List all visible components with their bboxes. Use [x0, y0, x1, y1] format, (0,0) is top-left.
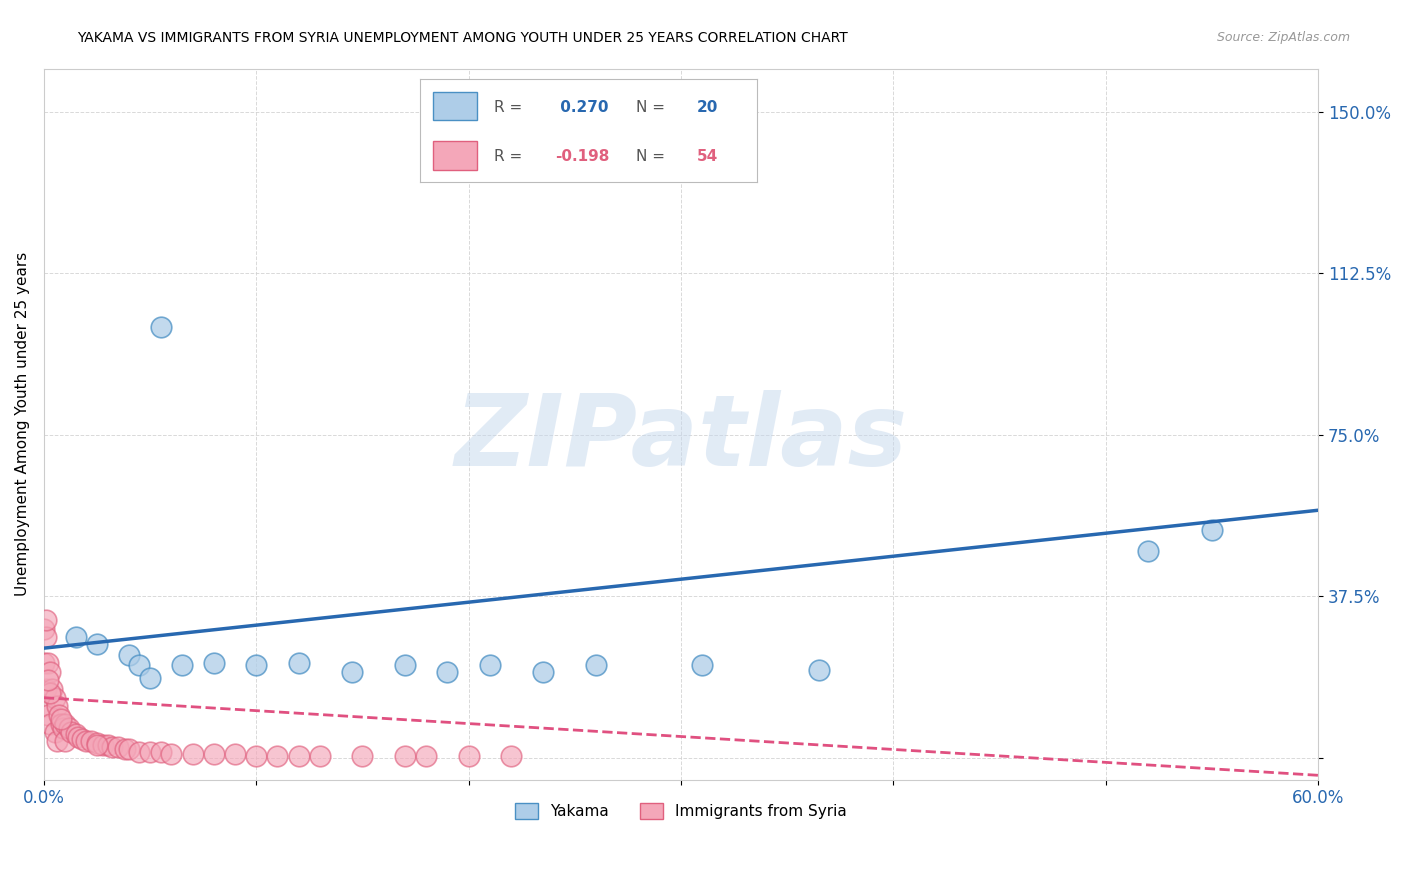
Point: [531, 665, 554, 679]
Point: [181, 747, 204, 761]
Point: [65, 727, 87, 741]
Point: [45, 734, 67, 748]
Point: [93, 738, 115, 752]
Point: [35, 613, 58, 627]
Point: [245, 748, 267, 763]
Point: [39, 665, 62, 679]
Point: [202, 747, 225, 761]
Point: [35, 631, 58, 645]
Point: [101, 740, 124, 755]
Point: [266, 748, 288, 763]
Point: [139, 745, 162, 759]
Point: [1201, 523, 1223, 537]
Point: [107, 740, 129, 755]
Point: [114, 742, 136, 756]
Point: [44, 725, 66, 739]
Point: [118, 742, 141, 756]
Text: Source: ZipAtlas.com: Source: ZipAtlas.com: [1216, 31, 1350, 45]
Text: YAKAMA VS IMMIGRANTS FROM SYRIA UNEMPLOYMENT AMONG YOUTH UNDER 25 YEARS CORRELAT: YAKAMA VS IMMIGRANTS FROM SYRIA UNEMPLOY…: [77, 31, 848, 45]
Point: [170, 658, 193, 673]
Point: [53, 734, 76, 748]
Point: [436, 665, 458, 679]
Point: [585, 658, 607, 673]
Point: [52, 721, 75, 735]
Point: [128, 745, 150, 759]
Point: [1137, 544, 1160, 558]
Point: [70, 731, 93, 746]
Point: [48, 708, 70, 723]
Point: [32, 657, 55, 671]
Point: [690, 658, 713, 673]
Point: [287, 748, 309, 763]
Point: [340, 665, 363, 679]
Point: [65, 631, 87, 645]
Point: [149, 320, 172, 334]
Point: [45, 699, 67, 714]
Point: [49, 712, 72, 726]
Point: [41, 682, 63, 697]
Point: [287, 657, 309, 671]
Point: [39, 716, 62, 731]
Point: [149, 745, 172, 759]
Point: [478, 658, 501, 673]
Point: [160, 747, 183, 761]
Point: [394, 748, 416, 763]
Point: [53, 716, 76, 731]
Point: [75, 734, 97, 748]
Point: [128, 658, 150, 673]
Point: [37, 657, 59, 671]
Point: [807, 663, 830, 677]
Point: [86, 738, 108, 752]
Y-axis label: Unemployment Among Youth under 25 years: Unemployment Among Youth under 25 years: [15, 252, 30, 596]
Point: [79, 734, 101, 748]
Point: [352, 748, 374, 763]
Point: [37, 708, 59, 723]
Point: [86, 637, 108, 651]
Point: [32, 699, 55, 714]
Point: [139, 671, 162, 685]
Point: [309, 748, 332, 763]
Point: [58, 721, 80, 735]
Point: [32, 622, 55, 636]
Point: [394, 658, 416, 673]
Point: [202, 657, 225, 671]
Point: [60, 725, 83, 739]
Text: ZIPatlas: ZIPatlas: [454, 390, 907, 487]
Point: [35, 682, 58, 697]
Point: [499, 748, 522, 763]
Point: [49, 716, 72, 731]
Point: [66, 730, 89, 744]
Point: [224, 747, 246, 761]
Point: [415, 748, 437, 763]
Point: [457, 748, 479, 763]
Point: [39, 686, 62, 700]
Point: [44, 690, 66, 705]
Point: [97, 738, 120, 752]
Point: [245, 658, 267, 673]
Point: [118, 648, 141, 662]
Point: [86, 736, 108, 750]
Legend: Yakama, Immigrants from Syria: Yakama, Immigrants from Syria: [509, 797, 852, 825]
Point: [37, 673, 59, 688]
